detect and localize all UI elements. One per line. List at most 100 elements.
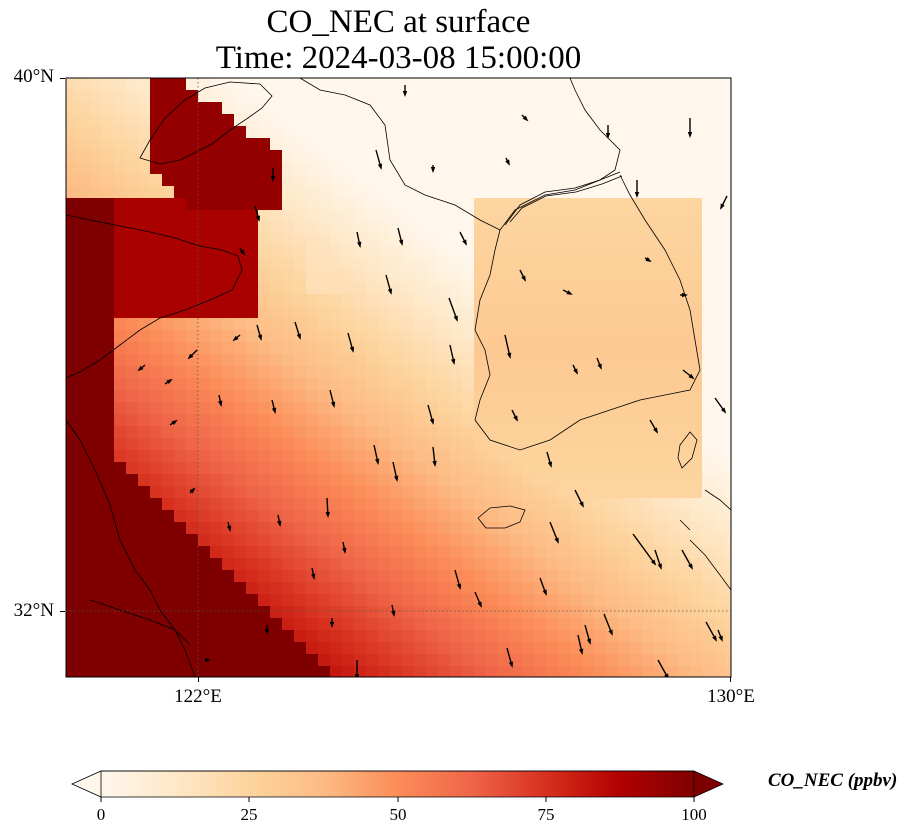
wind-arrow-head bbox=[634, 192, 640, 198]
wind-arrow-head bbox=[720, 203, 725, 210]
wind-arrow-head bbox=[187, 353, 194, 360]
wind-arrow-head bbox=[189, 487, 196, 494]
dmz-border-2 bbox=[509, 175, 623, 223]
colorbar-gradient bbox=[101, 771, 694, 797]
wind-arrow-head bbox=[718, 635, 723, 642]
colorbar-tick-label-100: 100 bbox=[681, 805, 707, 824]
wind-arrow-head bbox=[391, 610, 396, 617]
wind-arrow-head bbox=[688, 563, 693, 570]
wind-arrow-head bbox=[349, 346, 355, 353]
wind-arrow-head bbox=[357, 241, 362, 248]
wind-arrow-head bbox=[387, 288, 393, 295]
wind-arrow-head bbox=[398, 239, 404, 246]
wind-arrow-head bbox=[218, 400, 223, 407]
wind-arrow-head bbox=[712, 635, 717, 642]
coastline-kyushu bbox=[679, 489, 731, 591]
wind-arrow-head bbox=[688, 373, 695, 380]
wind-arrow-head bbox=[271, 407, 277, 414]
colorbar-tick-label-25: 25 bbox=[240, 805, 258, 824]
wind-arrow-head bbox=[329, 622, 335, 628]
wind-arrow-head bbox=[664, 673, 669, 677]
colorbar-tick-label-50: 50 bbox=[389, 805, 407, 824]
lon-label-122: 122°E bbox=[174, 686, 222, 707]
lat-tick-40 bbox=[60, 78, 65, 79]
wind-arrow-head bbox=[586, 638, 592, 645]
wind-arrow-head bbox=[605, 133, 611, 139]
map-title-line2: Time: 2024-03-08 15:00:00 bbox=[215, 40, 582, 76]
wind-arrow-head bbox=[342, 547, 347, 554]
coastline-east-china bbox=[66, 419, 196, 677]
wind-arrow-head bbox=[462, 239, 467, 246]
wind-arrow-head bbox=[477, 601, 482, 608]
wind-arrow-head bbox=[508, 661, 514, 668]
wind-arrow-head bbox=[456, 583, 462, 590]
wind-arrow-head bbox=[255, 215, 261, 222]
wind-arrow-head bbox=[270, 176, 276, 182]
wind-arrow-head bbox=[166, 378, 173, 385]
gridlines bbox=[66, 78, 731, 677]
wind-arrow-head bbox=[205, 657, 211, 663]
wind-arrow-head bbox=[542, 589, 547, 596]
wind-arrow-head bbox=[547, 461, 553, 468]
wind-arrow-head bbox=[277, 520, 282, 527]
wind-arrow-head bbox=[430, 167, 436, 173]
lat-label-40: 40°N bbox=[13, 66, 54, 87]
wind-arrow-head bbox=[354, 674, 360, 677]
dmz-border bbox=[504, 171, 621, 226]
wind-arrow-head bbox=[608, 629, 613, 636]
wind-arrow bbox=[632, 533, 656, 565]
wind-arrow-head bbox=[137, 365, 144, 372]
wind-arrow-head bbox=[645, 257, 652, 263]
wind-arrow-head bbox=[506, 352, 512, 359]
wind-arrow-head bbox=[682, 292, 688, 298]
wind-arrow-head bbox=[377, 163, 383, 170]
lon-tick-130 bbox=[730, 677, 731, 682]
colorbar bbox=[71, 770, 724, 802]
wind-arrow-head bbox=[720, 407, 727, 414]
map-frame bbox=[65, 77, 732, 678]
coastline-yangtze bbox=[89, 599, 191, 646]
wind-arrow-head bbox=[554, 537, 559, 544]
wind-arrow-head bbox=[429, 418, 435, 425]
colorbar-extend-high bbox=[693, 770, 724, 798]
colorbar-extend-low bbox=[71, 770, 102, 798]
colorbar-label: CO_NEC (ppbv) bbox=[768, 770, 898, 791]
colorbar-tick-label-0: 0 bbox=[96, 805, 106, 824]
wind-arrow-head bbox=[232, 335, 239, 342]
wind-arrow-head bbox=[330, 401, 336, 408]
wind-arrow-head bbox=[402, 91, 408, 97]
wind-arrow-head bbox=[239, 249, 246, 256]
wind-arrow-head bbox=[432, 460, 437, 467]
wind-arrow-head bbox=[522, 115, 529, 122]
wind-arrow-head bbox=[653, 427, 659, 434]
lon-label-130: 130°E bbox=[707, 686, 755, 707]
wind-vectors bbox=[137, 85, 728, 677]
wind-arrow-head bbox=[597, 363, 602, 370]
wind-arrow-head bbox=[171, 419, 178, 426]
wind-arrow-head bbox=[657, 563, 662, 570]
wind-arrow-head bbox=[325, 511, 330, 518]
coastline-jeju bbox=[477, 505, 526, 529]
wind-arrow-head bbox=[374, 458, 380, 465]
wind-arrow-head bbox=[296, 333, 301, 340]
wind-arrow-head bbox=[513, 415, 518, 422]
wind-arrow-head bbox=[226, 525, 232, 532]
wind-arrow-head bbox=[450, 358, 456, 365]
coastline-liaodong bbox=[139, 81, 273, 165]
wind-arrow-head bbox=[393, 475, 399, 482]
wind-arrow-head bbox=[578, 648, 584, 655]
wind-arrow-head bbox=[311, 573, 316, 580]
coastlines bbox=[66, 78, 731, 677]
lat-label-32: 32°N bbox=[13, 600, 54, 621]
wind-arrow-head bbox=[521, 275, 526, 282]
wind-arrow-head bbox=[573, 368, 578, 375]
wind-arrow-head bbox=[687, 132, 693, 138]
colorbar-tick-label-75: 75 bbox=[537, 805, 555, 824]
coastline-tsushima bbox=[677, 431, 698, 469]
wind-arrow-head bbox=[579, 501, 584, 508]
concentration-field bbox=[66, 78, 731, 677]
wind-arrow-head bbox=[257, 334, 263, 341]
wind-arrow-head bbox=[264, 629, 270, 635]
wind-arrow-head bbox=[505, 159, 510, 166]
